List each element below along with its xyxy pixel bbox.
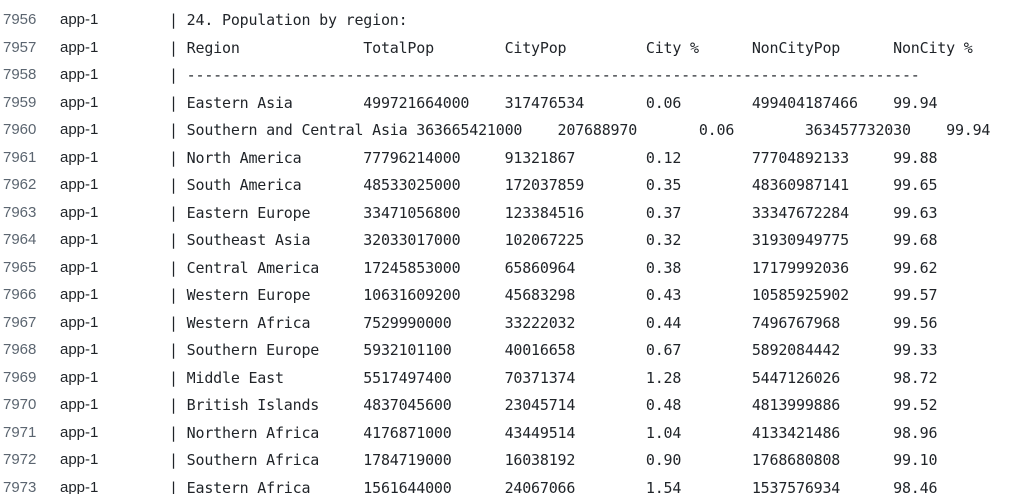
log-source: app-1 (60, 423, 99, 441)
log-source: app-1 (60, 313, 99, 331)
log-message: | Eastern Asia 499721664000 317476534 0.… (169, 93, 938, 112)
line-number: 7957 (3, 38, 37, 56)
log-source: app-1 (60, 11, 99, 28)
log-message: | Region TotalPop CityPop City % NonCity… (169, 38, 973, 57)
log-line: 7972 app-1 | Southern Africa 1784719000 … (0, 446, 1010, 473)
line-number: 7958 (3, 66, 37, 83)
log-message: | --------------------------------------… (169, 66, 920, 84)
line-number: 7972 (3, 451, 37, 468)
line-number: 7965 (3, 258, 37, 276)
log-message: | Eastern Europe 33471056800 123384516 0… (169, 203, 938, 222)
line-number: 7967 (3, 313, 37, 331)
log-source: app-1 (60, 38, 99, 56)
log-source: app-1 (60, 368, 99, 386)
log-line: 7968 app-1 | Southern Europe 5932101100 … (0, 336, 1010, 363)
log-message: | South America 48533025000 172037859 0.… (169, 176, 938, 194)
log-message: | Southern and Central Asia 363665421000… (169, 121, 991, 139)
line-number: 7968 (3, 341, 37, 358)
line-number: 7963 (3, 203, 37, 221)
line-number: 7962 (3, 176, 37, 193)
log-line: 7960 app-1 | Southern and Central Asia 3… (0, 116, 1010, 143)
line-number: 7960 (3, 121, 37, 138)
log-line: 7965 app-1 | Central America 17245853000… (0, 254, 1010, 281)
log-line: 7967 app-1 | Western Africa 7529990000 3… (0, 309, 1010, 336)
log-source: app-1 (60, 93, 99, 111)
log-source: app-1 (60, 258, 99, 276)
log-line: 7971 app-1 | Northern Africa 4176871000 … (0, 419, 1010, 446)
line-number: 7961 (3, 148, 37, 166)
log-line: 7966 app-1 | Western Europe 10631609200 … (0, 281, 1010, 308)
line-number: 7973 (3, 478, 37, 494)
log-source: app-1 (60, 478, 99, 494)
log-source: app-1 (60, 286, 99, 303)
log-message: | Western Africa 7529990000 33222032 0.4… (169, 313, 938, 332)
log-message: | British Islands 4837045600 23045714 0.… (169, 396, 938, 414)
log-source: app-1 (60, 66, 99, 83)
log-line: 7964 app-1 | Southeast Asia 32033017000 … (0, 226, 1010, 253)
log-source: app-1 (60, 203, 99, 221)
log-message: | Middle East 5517497400 70371374 1.28 5… (169, 368, 938, 387)
log-message: | Southern Europe 5932101100 40016658 0.… (169, 341, 938, 359)
line-number: 7969 (3, 368, 37, 386)
line-number: 7966 (3, 286, 37, 303)
log-line: 7957 app-1 | Region TotalPop CityPop Cit… (0, 34, 1010, 61)
log-source: app-1 (60, 148, 99, 166)
log-source: app-1 (60, 341, 99, 358)
log-source: app-1 (60, 176, 99, 193)
log-source: app-1 (60, 231, 99, 248)
log-message: | 24. Population by region: (169, 11, 408, 29)
log-line: 7963 app-1 | Eastern Europe 33471056800 … (0, 199, 1010, 226)
log-message: | Central America 17245853000 65860964 0… (169, 258, 938, 277)
log-message: | Southeast Asia 32033017000 102067225 0… (169, 231, 938, 249)
line-number: 7956 (3, 11, 37, 28)
log-message: | North America 77796214000 91321867 0.1… (169, 148, 938, 167)
line-number: 7970 (3, 396, 37, 413)
line-number: 7971 (3, 423, 37, 441)
log-line: 7961 app-1 | North America 77796214000 9… (0, 144, 1010, 171)
log-message: | Northern Africa 4176871000 43449514 1.… (169, 423, 938, 442)
line-number: 7959 (3, 93, 37, 111)
log-source: app-1 (60, 121, 99, 138)
log-line: 7973 app-1 | Eastern Africa 1561644000 2… (0, 474, 1010, 494)
log-line: 7970 app-1 | British Islands 4837045600 … (0, 391, 1010, 418)
log-line: 7959 app-1 | Eastern Asia 499721664000 3… (0, 89, 1010, 116)
line-number: 7964 (3, 231, 37, 248)
log-line: 7969 app-1 | Middle East 5517497400 7037… (0, 364, 1010, 391)
log-source: app-1 (60, 451, 99, 468)
log-message: | Western Europe 10631609200 45683298 0.… (169, 286, 938, 304)
log-message: | Southern Africa 1784719000 16038192 0.… (169, 451, 938, 469)
log-source: app-1 (60, 396, 99, 413)
log-line: 7962 app-1 | South America 48533025000 1… (0, 171, 1010, 198)
log-message: | Eastern Africa 1561644000 24067066 1.5… (169, 478, 938, 494)
log-line: 7958 app-1 | ---------------------------… (0, 61, 1010, 88)
log-line: 7956 app-1 | 24. Population by region: (0, 6, 1010, 33)
